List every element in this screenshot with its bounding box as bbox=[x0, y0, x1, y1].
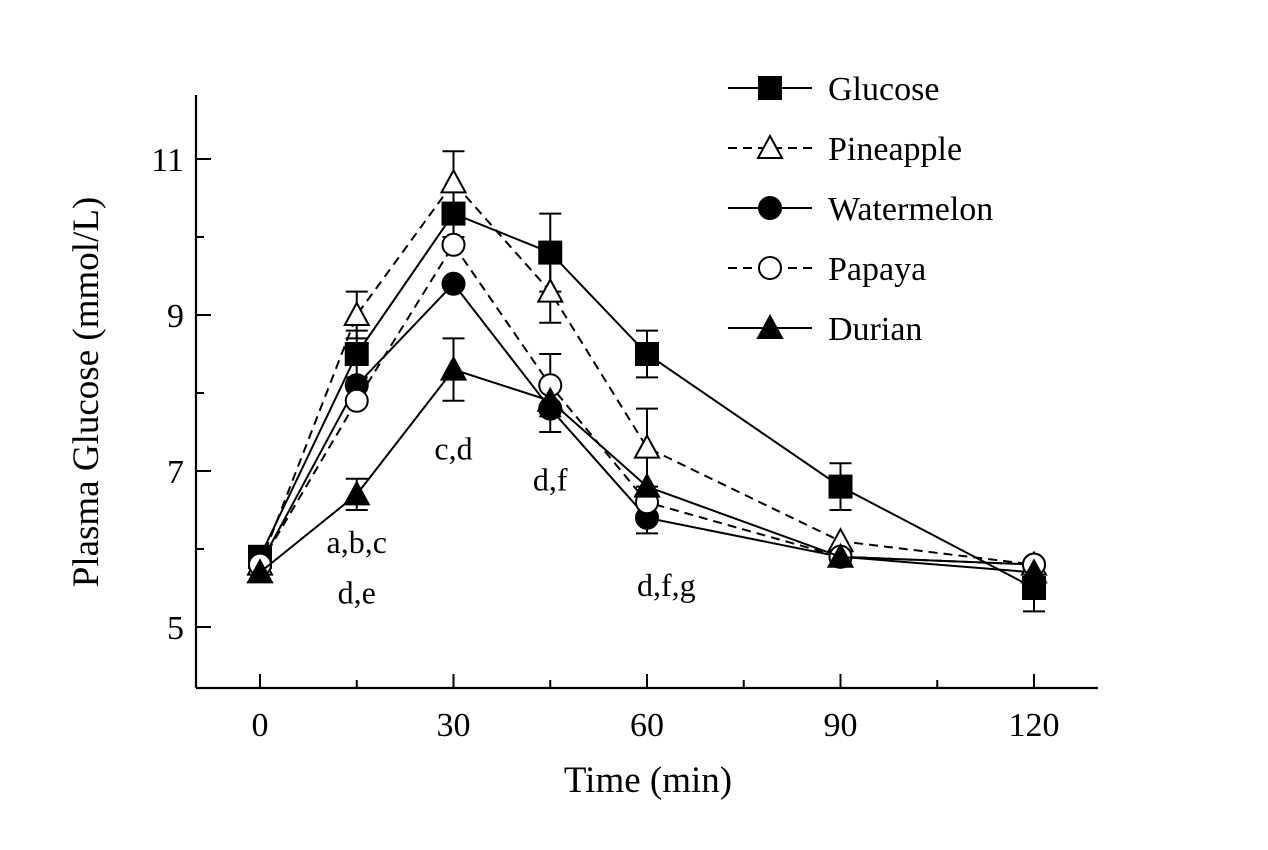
legend-marker bbox=[758, 256, 782, 280]
data-point-durian bbox=[246, 558, 274, 584]
legend-marker bbox=[756, 313, 784, 339]
legend-label: Papaya bbox=[828, 251, 926, 288]
annotation-label: d,f,g bbox=[637, 567, 696, 603]
data-point-durian bbox=[343, 480, 371, 506]
y-tick-label: 7 bbox=[167, 454, 184, 491]
legend-label: Glucose bbox=[828, 71, 939, 108]
y-axis-title: Plasma Glucose (mmol/L) bbox=[66, 197, 107, 588]
data-point-glucose bbox=[828, 474, 853, 499]
data-point-watermelon bbox=[441, 271, 466, 296]
data-point-pineapple bbox=[439, 168, 468, 194]
series-layer bbox=[246, 150, 1048, 613]
data-point-papaya bbox=[344, 388, 369, 413]
annotation-label: d,f bbox=[533, 462, 568, 498]
x-tick-label: 30 bbox=[437, 707, 471, 744]
data-point-durian bbox=[439, 355, 468, 381]
legend-entry-papaya: Papaya bbox=[728, 251, 926, 288]
data-point-glucose bbox=[635, 342, 659, 366]
x-tick-label: 120 bbox=[1009, 707, 1060, 744]
legend: Glucose Pineapple Watermelon Papaya Durian bbox=[728, 71, 993, 348]
ticks: 5 7 9 11 0 30 60 90 120 bbox=[151, 142, 1059, 744]
legend-entry-pineapple: Pineapple bbox=[728, 131, 962, 168]
annotations: a,b,c d,e c,d d,f d,f,g bbox=[327, 430, 696, 610]
x-axis-title: Time (min) bbox=[564, 760, 732, 801]
y-tick-label: 11 bbox=[151, 142, 184, 179]
data-point-glucose bbox=[344, 342, 369, 366]
legend-entry-watermelon: Watermelon bbox=[728, 191, 993, 228]
data-point-pineapple bbox=[633, 433, 661, 459]
legend-marker bbox=[758, 76, 782, 100]
annotation-label: d,e bbox=[338, 575, 376, 611]
y-tick-label: 9 bbox=[167, 298, 184, 335]
legend-marker bbox=[758, 196, 782, 220]
legend-label: Durian bbox=[828, 311, 922, 348]
legend-label: Pineapple bbox=[828, 131, 962, 168]
annotation-label: a,b,c bbox=[327, 524, 387, 560]
data-point-durian bbox=[536, 386, 564, 412]
data-point-papaya bbox=[441, 232, 466, 257]
data-point-durian bbox=[633, 472, 661, 498]
legend-label: Watermelon bbox=[828, 191, 993, 228]
y-tick-label: 5 bbox=[167, 610, 184, 647]
x-tick-label: 0 bbox=[252, 707, 269, 744]
annotation-label: c,d bbox=[434, 430, 472, 466]
x-tick-label: 90 bbox=[824, 707, 858, 744]
series-durian bbox=[246, 337, 1048, 584]
data-point-durian bbox=[1020, 558, 1048, 584]
data-point-pineapple bbox=[343, 300, 371, 326]
legend-marker bbox=[756, 133, 784, 159]
data-point-durian bbox=[826, 542, 855, 568]
data-point-pineapple bbox=[536, 277, 564, 303]
legend-entry-glucose: Glucose bbox=[728, 71, 939, 108]
x-tick-label: 60 bbox=[630, 707, 664, 744]
legend-entry-durian: Durian bbox=[728, 311, 922, 348]
